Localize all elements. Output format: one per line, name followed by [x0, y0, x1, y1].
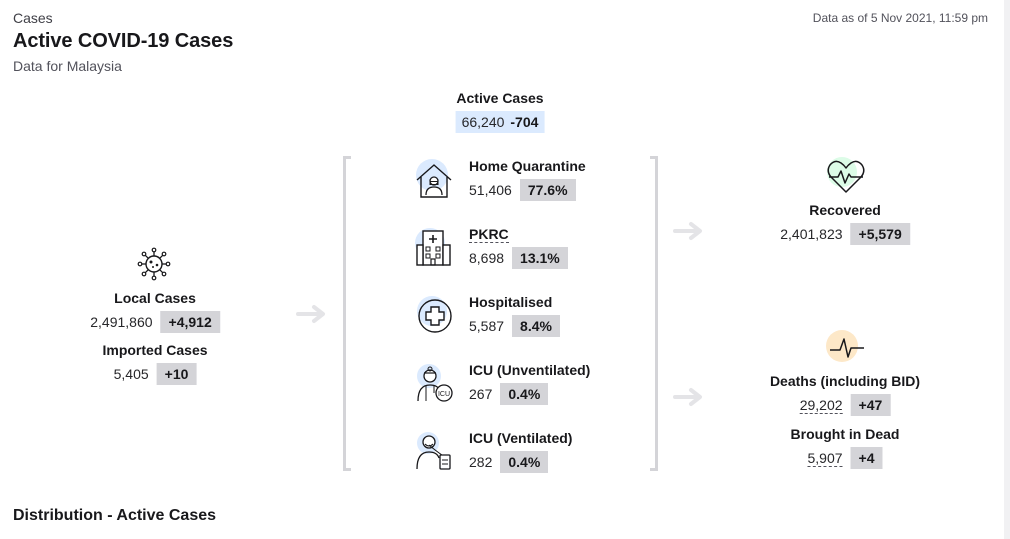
medical-cross-icon — [417, 296, 452, 333]
hospitalised-pct: 8.4% — [512, 315, 560, 337]
distribution-section-title: Distribution - Active Cases — [13, 507, 217, 524]
home-quarantine-label: Home Quarantine — [469, 158, 586, 174]
page-subtitle: Data for Malaysia — [13, 58, 122, 74]
icu-ventilated-value: 282 — [469, 454, 493, 470]
active-cases-box: 66,240 -704 — [455, 111, 545, 133]
home-quarantine-stat: 51,406 77.6% — [469, 179, 576, 201]
page-scrollbar[interactable] — [1004, 0, 1010, 539]
local-cases-label: Local Cases — [114, 290, 196, 306]
home-quarantine-icon — [416, 159, 452, 198]
imported-cases-value: 5,405 — [113, 366, 149, 382]
icu-doctor-icon: ICU — [417, 364, 453, 402]
active-cases-label: Active Cases — [456, 90, 544, 106]
active-cases-value: 66,240 — [461, 114, 505, 130]
arrow-right-icon — [296, 305, 325, 323]
pkrc-label[interactable]: PKRC — [469, 226, 509, 243]
icu-ventilated-stat: 282 0.4% — [469, 451, 549, 473]
pkrc-pct: 13.1% — [512, 247, 568, 269]
deaths-value[interactable]: 29,202 — [799, 396, 843, 414]
imported-cases-change: +10 — [156, 363, 197, 385]
bracket-right — [650, 156, 658, 471]
hospitalised-stat: 5,587 8.4% — [469, 315, 560, 337]
hospitalised-label: Hospitalised — [469, 294, 553, 310]
heart-pulse-icon — [827, 157, 865, 193]
pulse-line-icon — [826, 330, 864, 362]
ventilated-patient-icon — [416, 432, 451, 470]
recovered-change: +5,579 — [850, 223, 910, 245]
brought-in-dead-value[interactable]: 5,907 — [807, 449, 843, 467]
brought-in-dead-label: Brought in Dead — [790, 426, 900, 442]
icu-unventilated-stat: 267 0.4% — [469, 383, 549, 405]
home-quarantine-pct: 77.6% — [519, 179, 576, 201]
icu-ventilated-label: ICU (Ventilated) — [469, 430, 573, 446]
pkrc-link[interactable]: PKRC — [469, 226, 509, 243]
deaths-stat: 29,202 +47 — [799, 394, 891, 416]
breadcrumb: Cases — [13, 10, 53, 26]
brought-in-dead-change: +4 — [850, 447, 883, 469]
page-title: Active COVID-19 Cases — [13, 30, 234, 52]
hospitalised-value: 5,587 — [469, 318, 505, 334]
icu-unventilated-value: 267 — [469, 386, 493, 402]
recovered-stat: 2,401,823 +5,579 — [780, 223, 910, 245]
arrow-right-icon — [673, 222, 702, 240]
pkrc-value: 8,698 — [469, 250, 505, 266]
local-cases-change: +4,912 — [160, 311, 220, 333]
data-timestamp: Data as of 5 Nov 2021, 11:59 pm — [812, 11, 988, 25]
building-icon — [415, 228, 451, 266]
deaths-change: +47 — [850, 394, 891, 416]
icu-unventilated-pct: 0.4% — [500, 383, 549, 405]
active-cases-change: -704 — [510, 114, 539, 130]
brought-in-dead-stat: 5,907 +4 — [807, 447, 883, 469]
local-cases-value: 2,491,860 — [90, 314, 153, 330]
deaths-label: Deaths (including BID) — [769, 373, 921, 389]
icu-unventilated-label: ICU (Unventilated) — [469, 362, 591, 378]
imported-cases-label: Imported Cases — [102, 342, 208, 358]
icu-ventilated-pct: 0.4% — [500, 451, 549, 473]
local-cases-stat: 2,491,860 +4,912 — [90, 311, 220, 333]
virus-icon — [137, 247, 171, 281]
pkrc-stat: 8,698 13.1% — [469, 247, 568, 269]
recovered-label: Recovered — [809, 202, 881, 218]
imported-cases-stat: 5,405 +10 — [114, 363, 197, 385]
recovered-value: 2,401,823 — [780, 226, 843, 242]
arrow-right-icon — [673, 388, 702, 406]
svg-text:ICU: ICU — [438, 391, 450, 398]
home-quarantine-value: 51,406 — [469, 182, 512, 198]
bracket-left — [343, 156, 351, 471]
active-cases-stat: 66,240 -704 — [455, 111, 545, 133]
